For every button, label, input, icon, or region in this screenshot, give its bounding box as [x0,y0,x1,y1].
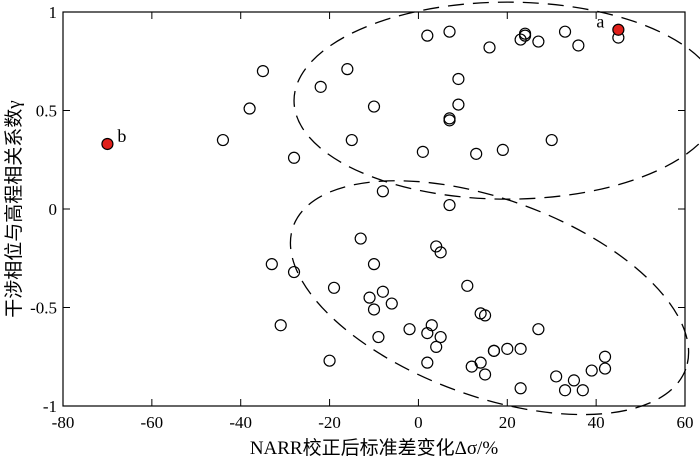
data-point [256,64,270,78]
data-point [483,41,496,54]
annotation-ellipses [289,1,700,416]
data-point [514,382,527,395]
data-point [474,356,487,369]
point-label-b: b [117,126,126,146]
data-point [545,133,558,147]
data-point [487,344,501,357]
y-tick-label: 0 [49,200,58,219]
data-point [501,342,514,355]
data-point [478,309,492,322]
y-tick-label: 1 [49,3,58,22]
data-point [532,35,545,48]
data-point [367,303,381,316]
highlighted-point-a [612,23,625,36]
data-point [598,362,612,375]
highlighted-points: ab [101,12,625,151]
data-point [367,258,381,271]
plot-frame [62,11,686,407]
data-point [585,364,598,377]
data-point [287,151,301,164]
x-tick-label: 0 [414,413,423,432]
data-point [470,147,483,160]
data-point [416,145,429,158]
data-point [452,72,465,86]
dashed-ellipse [289,180,690,416]
x-tick-label: -60 [141,413,164,432]
data-point [478,368,492,381]
data-points [216,25,625,397]
data-point [434,246,447,259]
x-tick-label: 40 [588,413,605,432]
data-point [385,297,398,310]
data-point [372,330,385,344]
data-point [558,384,572,397]
data-point [345,133,358,147]
data-point [572,39,585,52]
data-point [216,133,230,147]
data-point [314,80,327,93]
dashed-ellipse [293,1,700,200]
x-tick-label: -80 [52,413,75,432]
data-point [532,323,545,336]
data-point [598,350,612,363]
point-label-a: a [596,12,604,32]
data-point [421,356,434,369]
highlighted-point-b [101,137,114,151]
data-point [327,281,341,294]
data-point [363,291,376,304]
data-point [576,384,589,397]
data-point [496,143,509,156]
y-tick-label: 0.5 [36,102,57,121]
x-tick-label: -40 [229,413,252,432]
data-point [421,327,434,340]
data-point [243,102,256,115]
data-point [550,370,563,383]
data-point [287,265,301,279]
data-point [403,323,416,336]
data-point [265,258,278,271]
data-point [558,25,572,38]
x-tick-label: 20 [499,413,516,432]
data-point [434,330,447,344]
data-point [421,29,434,42]
data-point [443,198,456,212]
data-point [354,232,367,245]
data-point [443,112,456,125]
data-point [514,342,527,355]
x-axis-label: NARR校正后标准差变化Δσ/% [250,437,499,459]
data-point [323,354,336,367]
y-axis-label: 干涉相位与高程相关系数γ [3,100,25,317]
data-point [274,319,287,332]
x-tick-label: -20 [318,413,341,432]
data-point [452,98,465,111]
data-point [443,25,456,38]
axis-ticks: -80 -60 -40 -20 0 20 40 60 -1 -0.5 0 0.5 1 [30,3,693,432]
y-tick-label: -1 [43,397,57,416]
data-point [376,185,389,198]
data-point [567,374,581,387]
data-point [376,285,389,298]
data-point [518,27,532,40]
y-tick-label: -0.5 [30,299,57,318]
data-point [367,100,381,113]
data-point [430,340,443,353]
x-tick-label: 60 [677,413,694,432]
data-point [461,279,474,292]
data-point [341,63,354,76]
